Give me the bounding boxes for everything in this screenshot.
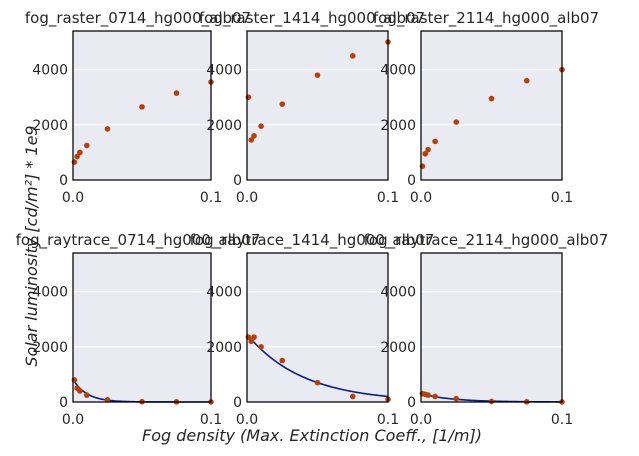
y-tick-label: 0 bbox=[407, 173, 416, 189]
data-point bbox=[251, 133, 257, 139]
plot-area bbox=[421, 253, 562, 402]
data-point bbox=[104, 396, 111, 403]
x-tick-label: 0.0 bbox=[410, 190, 432, 206]
axes-frame bbox=[246, 30, 389, 181]
data-point bbox=[84, 392, 90, 398]
x-tick-label: 0.0 bbox=[62, 412, 84, 428]
data-point bbox=[77, 388, 83, 394]
x-tick-label: 0.0 bbox=[410, 412, 432, 428]
subplot-grid: 0 2000 4000 0.0 0.1 fog_raster_0714_hg000_alb… bbox=[16, 9, 609, 428]
plot-area bbox=[73, 253, 211, 402]
subplot-2: 0 2000 4000 0.0 0.1 fog_raster_1414_hg000_alb… bbox=[199, 9, 425, 206]
y-tick-label: 0 bbox=[233, 395, 242, 411]
data-point bbox=[314, 379, 321, 386]
data-point bbox=[77, 149, 83, 156]
y-tick-label: 2000 bbox=[206, 340, 242, 356]
axes-frame bbox=[420, 30, 563, 181]
data-point bbox=[258, 344, 264, 350]
y-tick-label: 2000 bbox=[380, 118, 416, 134]
x-tick-label: 0.1 bbox=[200, 412, 222, 428]
data-point bbox=[251, 334, 257, 340]
y-tick-label: 2000 bbox=[380, 340, 416, 356]
y-tick-label: 0 bbox=[407, 395, 416, 411]
subplot-1: 0 2000 4000 0.0 0.1 fog_raster_0714_hg000_alb… bbox=[25, 9, 251, 206]
plot-area bbox=[247, 31, 388, 180]
data-point bbox=[453, 395, 460, 402]
data-point bbox=[74, 153, 80, 160]
y-tick-label: 2000 bbox=[32, 340, 68, 356]
subplot-6: 0 2000 4000 0.0 0.1 fog_raytrace_2114_hg000_a… bbox=[364, 231, 609, 428]
x-tick-label: 0.1 bbox=[377, 412, 399, 428]
axes-frame bbox=[72, 252, 212, 403]
plot-area bbox=[421, 31, 562, 180]
data-point bbox=[84, 142, 90, 149]
x-tick-label: 0.0 bbox=[236, 412, 258, 428]
data-point bbox=[279, 101, 286, 107]
subplot-4: 0 2000 4000 0.0 0.1 fog_raytrace_0714_hg000_a… bbox=[16, 231, 261, 428]
subplot-5: 0 2000 4000 0.0 0.1 fog_raytrace_1414_hg000_a… bbox=[190, 231, 435, 428]
axes-frame bbox=[72, 30, 212, 181]
y-tick-label: 0 bbox=[59, 173, 68, 189]
subplot-title: fog_raster_1414_hg000_alb07 bbox=[199, 9, 425, 28]
y-tick-label: 4000 bbox=[32, 63, 68, 79]
y-tick-label: 4000 bbox=[380, 63, 416, 79]
data-point bbox=[104, 126, 111, 132]
subplot-3: 0 2000 4000 0.0 0.1 fog_raster_2114_hg000_alb… bbox=[373, 9, 599, 206]
y-tick-label: 4000 bbox=[32, 285, 68, 301]
y-tick-label: 4000 bbox=[206, 63, 242, 79]
axes-frame bbox=[246, 252, 389, 403]
data-point bbox=[453, 119, 460, 125]
x-tick-label: 0.1 bbox=[200, 190, 222, 206]
data-point bbox=[173, 90, 180, 96]
data-point bbox=[425, 146, 431, 153]
y-tick-label: 4000 bbox=[206, 285, 242, 301]
x-tick-label: 0.1 bbox=[377, 190, 399, 206]
data-point bbox=[432, 138, 438, 145]
y-tick-label: 2000 bbox=[206, 118, 242, 134]
x-tick-label: 0.1 bbox=[551, 412, 573, 428]
data-point bbox=[258, 123, 264, 129]
x-tick-label: 0.1 bbox=[551, 190, 573, 206]
data-point bbox=[279, 357, 286, 364]
data-point bbox=[349, 393, 356, 400]
data-point bbox=[488, 95, 495, 102]
y-tick-label: 2000 bbox=[32, 118, 68, 134]
subplot-title: fog_raster_2114_hg000_alb07 bbox=[373, 9, 599, 28]
subplot-title: fog_raytrace_2114_hg000_alb07 bbox=[364, 231, 609, 250]
y-tick-label: 0 bbox=[59, 395, 68, 411]
data-point bbox=[432, 393, 438, 400]
x-tick-label: 0.0 bbox=[62, 190, 84, 206]
subplot-title: fog_raster_0714_hg000_alb07 bbox=[25, 9, 251, 28]
x-tick-label: 0.0 bbox=[236, 190, 258, 206]
x-axis-label: Fog density (Max. Extinction Coeff., [1/… bbox=[142, 426, 482, 445]
data-point bbox=[139, 104, 145, 110]
axes-frame bbox=[420, 252, 563, 403]
data-point bbox=[314, 72, 321, 78]
data-point bbox=[425, 392, 431, 398]
y-axis-label: Solar luminosity [cd/m²] * 1e9 bbox=[22, 125, 41, 366]
data-point bbox=[248, 137, 255, 143]
data-point bbox=[248, 338, 255, 345]
y-tick-label: 0 bbox=[233, 173, 242, 189]
subplot-title: fog_raytrace_1414_hg000_alb07 bbox=[190, 231, 435, 250]
data-point bbox=[523, 77, 530, 84]
y-tick-label: 4000 bbox=[380, 285, 416, 301]
data-point bbox=[422, 150, 429, 157]
plot-area bbox=[247, 253, 388, 402]
data-point bbox=[349, 53, 356, 59]
subplot-title: fog_raytrace_0714_hg000_alb07 bbox=[16, 231, 261, 250]
